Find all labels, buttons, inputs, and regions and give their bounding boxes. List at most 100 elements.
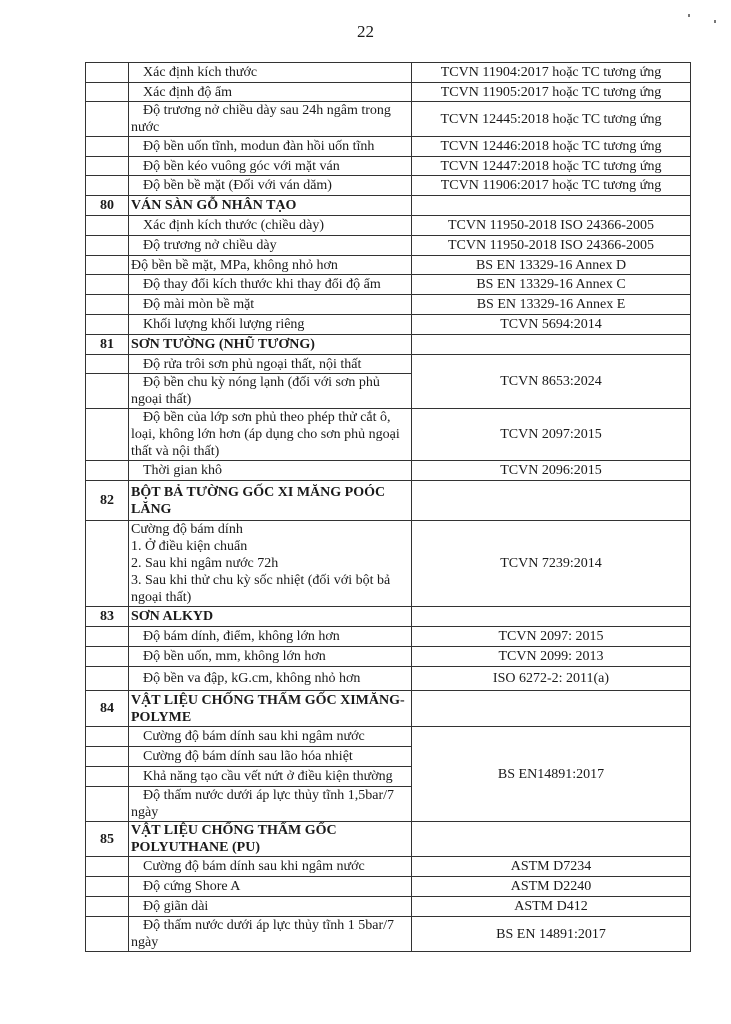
section-number: 81 (85, 334, 129, 355)
section-number (85, 373, 129, 409)
section-number (85, 82, 129, 102)
test-standard: TCVN 11904:2017 hoặc TC tương ứng (411, 62, 691, 83)
test-standard: ISO 6272-2: 2011(a) (411, 666, 691, 691)
test-standard: TCVN 12446:2018 hoặc TC tương ứng (411, 136, 691, 157)
table-row: Xác định độ ẩm TCVN 11905:2017 hoặc TC tư… (85, 82, 691, 102)
section-header-row: 85 VẬT LIỆU CHỐNG THẤM GỐC POLYUTHANE (PU… (85, 821, 691, 857)
section-number: 82 (85, 480, 129, 521)
table-row: Độ thấm nước dưới áp lực thủy tĩnh 1 5ba… (85, 916, 691, 952)
test-standard: BS EN 13329-16 Annex E (411, 294, 691, 315)
section-number (85, 786, 129, 822)
section-number (85, 896, 129, 917)
section-number (85, 876, 129, 897)
test-standard: TCVN 11906:2017 hoặc TC tương ứng (411, 175, 691, 196)
section-number (85, 646, 129, 667)
test-item: Xác định kích thước (128, 62, 412, 83)
test-standard: TCVN 2097:2015 (411, 408, 691, 461)
test-standard: TCVN 11950-2018 ISO 24366-2005 (411, 235, 691, 256)
scan-speck (714, 20, 716, 23)
table-row: Độ trương nở chiều dày TCVN 11950-2018 IS… (85, 235, 691, 256)
table-row: Độ bền của lớp sơn phủ theo phép thử cắt… (85, 408, 691, 461)
section-title: VẬT LIỆU CHỐNG THẤM GỐC POLYUTHANE (PU) (128, 821, 412, 857)
test-item: Độ giãn dài (128, 896, 412, 917)
section-number (85, 156, 129, 176)
test-item: Độ bền bề mặt (Đối với ván dăm) (128, 175, 412, 196)
table-row: Độ bền bề mặt, MPa, không nhỏ hơn BS EN 1… (85, 255, 691, 275)
test-standard: TCVN 11905:2017 hoặc TC tương ứng (411, 82, 691, 102)
table-row: Cường độ bám dính sau khi ngâm nước BS EN… (85, 726, 691, 822)
section-number (85, 746, 129, 767)
table-row: Độ bền va đập, kG.cm, không nhỏ hơn ISO 6… (85, 666, 691, 691)
section-number (85, 766, 129, 787)
test-standard (411, 195, 691, 216)
test-standard: TCVN 11950-2018 ISO 24366-2005 (411, 215, 691, 236)
section-number (85, 354, 129, 374)
test-item: Độ thay đổi kích thước khi thay đổi độ ẩ… (128, 274, 412, 295)
test-standard: TCVN 2099: 2013 (411, 646, 691, 667)
section-number: 85 (85, 821, 129, 857)
section-header-row: 83 SƠN ALKYD (85, 606, 691, 627)
section-title: BỘT BẢ TƯỜNG GỐC XI MĂNG POÓC LĂNG (128, 480, 412, 521)
section-number (85, 175, 129, 196)
section-title: VẬT LIỆU CHỐNG THẤM GỐC XIMĂNG- POLYME (128, 690, 412, 727)
section-number (85, 215, 129, 236)
section-header-row: 81 SƠN TƯỜNG (NHŨ TƯƠNG) (85, 334, 691, 355)
table-row: Độ bền uốn, mm, không lớn hơn TCVN 2099: … (85, 646, 691, 667)
section-number (85, 314, 129, 335)
test-item: Khả năng tạo cầu vết nứt ở điều kiện thư… (128, 766, 412, 787)
test-item: Độ trương nở chiều dày (128, 235, 412, 256)
test-standard (411, 606, 691, 627)
section-number (85, 136, 129, 157)
test-standard: BS EN 13329-16 Annex C (411, 274, 691, 295)
table-row: Độ bền kéo vuông góc với mặt ván TCVN 124… (85, 156, 691, 176)
section-number (85, 916, 129, 952)
table-row: Độ giãn dài ASTM D412 (85, 896, 691, 917)
test-item: Cường độ bám dính sau khi ngâm nước (128, 726, 412, 747)
test-item: Xác định kích thước (chiều dày) (128, 215, 412, 236)
section-title: SƠN ALKYD (128, 606, 412, 627)
scan-speck (688, 14, 690, 17)
table-row: Độ bám dính, điểm, không lớn hơn TCVN 209… (85, 626, 691, 647)
test-standard (411, 821, 691, 857)
table-row: Cường độ bám dính sau khi ngâm nước ASTM … (85, 856, 691, 877)
table-row: Độ rửa trôi sơn phủ ngoại thất, nội thất… (85, 354, 691, 409)
section-title: VÁN SÀN GỖ NHÂN TẠO (128, 195, 412, 216)
table-row: Cường độ bám dính 1. Ở điều kiện chuẩn 2… (85, 520, 691, 607)
table-row: Thời gian khô TCVN 2096:2015 (85, 460, 691, 481)
test-item: Độ bền bề mặt, MPa, không nhỏ hơn (128, 255, 412, 275)
section-number (85, 460, 129, 481)
table-row: Xác định kích thước (chiều dày) TCVN 1195… (85, 215, 691, 236)
section-number: 84 (85, 690, 129, 727)
test-standard: ASTM D2240 (411, 876, 691, 897)
table-row: Độ mài mòn bề mặt BS EN 13329-16 Annex E (85, 294, 691, 315)
section-number (85, 101, 129, 137)
section-number (85, 294, 129, 315)
test-standard: TCVN 2096:2015 (411, 460, 691, 481)
test-item: Độ thấm nước dưới áp lực thủy tĩnh 1,5ba… (128, 786, 412, 822)
table-row: Khả năng tạo cầu vết nứt ở điều kiện thư… (85, 766, 691, 787)
section-number (85, 235, 129, 256)
test-standard: TCVN 8653:2024 (411, 354, 691, 409)
test-standard: TCVN 12447:2018 hoặc TC tương ứng (411, 156, 691, 176)
standards-table: Xác định kích thước TCVN 11904:2017 hoặc … (85, 62, 691, 952)
test-standard: ASTM D7234 (411, 856, 691, 877)
test-standard: BS EN 13329-16 Annex D (411, 255, 691, 275)
table-row: Độ trương nở chiều dày sau 24h ngâm tron… (85, 101, 691, 137)
test-item: Độ bền kéo vuông góc với mặt ván (128, 156, 412, 176)
section-header-row: 80 VÁN SÀN GỖ NHÂN TẠO (85, 195, 691, 216)
test-item: Cường độ bám dính 1. Ở điều kiện chuẩn 2… (128, 520, 412, 607)
table-row: Độ thay đổi kích thước khi thay đổi độ ẩ… (85, 274, 691, 295)
table-row: Độ bền bề mặt (Đối với ván dăm) TCVN 1190… (85, 175, 691, 196)
section-number (85, 666, 129, 691)
test-standard: TCVN 7239:2014 (411, 520, 691, 607)
test-item: Độ rửa trôi sơn phủ ngoại thất, nội thất (128, 354, 412, 374)
test-item: Xác định độ ẩm (128, 82, 412, 102)
test-item: Độ cứng Shore A (128, 876, 412, 897)
test-standard (411, 480, 691, 521)
section-header-row: 82 BỘT BẢ TƯỜNG GỐC XI MĂNG POÓC LĂNG (85, 480, 691, 521)
section-number (85, 255, 129, 275)
test-item: Độ thấm nước dưới áp lực thủy tĩnh 1 5ba… (128, 916, 412, 952)
test-standard: TCVN 2097: 2015 (411, 626, 691, 647)
test-item: Cường độ bám dính sau lão hóa nhiệt (128, 746, 412, 767)
test-standard: BS EN 14891:2017 (411, 916, 691, 952)
